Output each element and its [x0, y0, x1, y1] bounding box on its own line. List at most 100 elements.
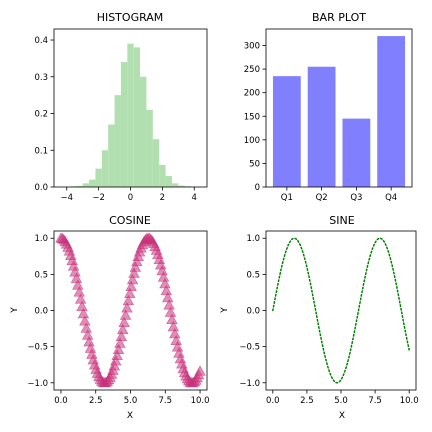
sine-ytick-label: 1.0	[246, 234, 260, 244]
sine-xlabel: X	[339, 411, 345, 421]
bar-q4	[377, 36, 406, 187]
cosine-panel: COSINE 0.0 2.5 5.0 7.5 10.0 −1.0 −0.5 0.0 0.5 1.0…	[10, 214, 210, 421]
barplot-xtick-label: Q2	[316, 193, 328, 203]
cosine-xlabel: X	[127, 411, 133, 421]
barplot-xtick-label: Q1	[281, 193, 293, 203]
cosine-point	[129, 261, 142, 272]
histogram-bar	[101, 150, 109, 187]
bar-q3	[342, 118, 371, 187]
cosine-xtick-label: 0.0	[54, 396, 68, 406]
cosine-ytick-label: 1.0	[34, 234, 48, 244]
cosine-xtick-label: 2.5	[89, 396, 103, 406]
histogram-xtick-label: 0	[128, 193, 133, 203]
histogram-bar	[159, 164, 166, 187]
histogram-bar	[140, 76, 147, 187]
histogram-ticks: −4 −2 0 2 4 0.0 0.1 0.2 0.3 0.4	[34, 36, 196, 203]
cosine-point	[131, 255, 143, 267]
sine-ytick-label: 0.0	[246, 307, 260, 317]
histogram-bar	[133, 47, 141, 187]
sine-ylabel: Y	[220, 307, 230, 314]
cosine-ytick-label: 0.5	[34, 270, 48, 280]
barplot-ytick-label: 50	[249, 159, 260, 169]
cosine-point	[115, 330, 128, 342]
histogram-xtick-label: 4	[192, 193, 197, 203]
bar-q2	[307, 66, 336, 187]
cosine-markers	[55, 232, 206, 388]
cosine-point	[117, 323, 129, 335]
cosine-point	[121, 302, 133, 313]
histogram-xtick-label: 2	[160, 193, 165, 203]
histogram-bar	[171, 183, 179, 187]
histogram-bar	[89, 179, 96, 187]
sine-curve	[272, 237, 410, 384]
sine-xtick-label: 0.0	[266, 396, 280, 406]
barplot-xtick-label: Q4	[385, 193, 397, 203]
sine-title: SINE	[329, 214, 354, 227]
sine-frame	[265, 230, 417, 391]
histogram-ytick-label: 0.2	[34, 110, 48, 120]
histogram-title: HISTOGRAM	[97, 11, 164, 24]
sine-xtick-label: 10.0	[400, 396, 419, 406]
histogram-xtick-label: −2	[92, 193, 105, 203]
sine-xtick-label: 5.0	[334, 396, 348, 406]
sine-ticks: 0.0 2.5 5.0 7.5 10.0 −1.0 −0.5 0.0 0.5 1.0	[239, 234, 418, 406]
histogram-bar	[108, 124, 115, 187]
histogram-bar	[114, 95, 121, 187]
cosine-title: COSINE	[109, 214, 151, 227]
cosine-point	[124, 287, 136, 298]
barplot-ytick-label: 150	[244, 112, 260, 122]
cosine-point	[119, 309, 132, 320]
cosine-frame	[53, 230, 208, 391]
bar-q1	[272, 76, 301, 187]
sine-ytick-label: −0.5	[239, 343, 260, 353]
barplot-ytick-label: 250	[244, 65, 260, 75]
cosine-point	[118, 316, 130, 327]
sine-xtick-label: 7.5	[368, 396, 382, 406]
barplot-bars	[272, 36, 406, 187]
barplot-ytick-label: 0	[255, 183, 260, 193]
cosine-point	[128, 267, 140, 278]
histogram-xtick-label: −4	[60, 193, 73, 203]
histogram-bar	[146, 109, 153, 187]
cosine-ytick-label: −0.5	[27, 343, 48, 353]
cosine-point	[126, 273, 139, 285]
barplot-ytick-label: 100	[244, 136, 260, 146]
histogram-bar	[120, 62, 128, 188]
cosine-point	[111, 349, 123, 360]
cosine-point	[122, 294, 135, 306]
cosine-ytick-label: 0.0	[34, 307, 48, 317]
barplot-ticks: Q1 Q2 Q3 Q4 0 50 100 150 200 250 300	[244, 42, 397, 203]
cosine-point	[125, 280, 137, 291]
histogram-bar	[165, 175, 172, 187]
barplot-ytick-label: 200	[244, 89, 260, 99]
histogram-bar	[82, 183, 90, 187]
cosine-point	[114, 337, 126, 348]
histogram-bar	[152, 139, 160, 187]
histogram-bars	[69, 43, 192, 188]
sine-xtick-label: 2.5	[300, 396, 314, 406]
sine-ytick-label: −1.0	[239, 379, 260, 389]
histogram-panel: HISTOGRAM −4 −2 0 2 4 0.0 0.1 0.2 0.3 0.4	[34, 11, 208, 203]
histogram-bar	[178, 185, 185, 187]
histogram-frame	[53, 28, 208, 188]
cosine-point	[110, 355, 122, 366]
barplot-panel: BAR PLOT Q1 Q2 Q3 Q4 0 50 100 150 200 250 300	[244, 11, 413, 203]
barplot-xtick-label: Q3	[350, 193, 362, 203]
barplot-title: BAR PLOT	[312, 11, 366, 24]
cosine-ylabel: Y	[10, 307, 20, 314]
sine-ytick-label: 0.5	[246, 270, 260, 280]
cosine-ytick-label: −1.0	[27, 379, 48, 389]
barplot-frame	[265, 28, 413, 188]
histogram-bar	[127, 43, 134, 187]
histogram-ytick-label: 0.3	[34, 73, 48, 83]
histogram-ytick-label: 0.0	[34, 183, 48, 193]
histogram-bar	[76, 185, 83, 187]
cosine-point	[194, 365, 206, 376]
barplot-ytick-label: 300	[244, 42, 260, 52]
sine-panel: SINE 0.0 2.5 5.0 7.5 10.0 −1.0 −0.5 0.0 0.5 1.0 X…	[220, 214, 419, 421]
histogram-ytick-label: 0.4	[34, 36, 48, 46]
sine-line	[272, 237, 410, 384]
histogram-bar	[95, 168, 102, 187]
